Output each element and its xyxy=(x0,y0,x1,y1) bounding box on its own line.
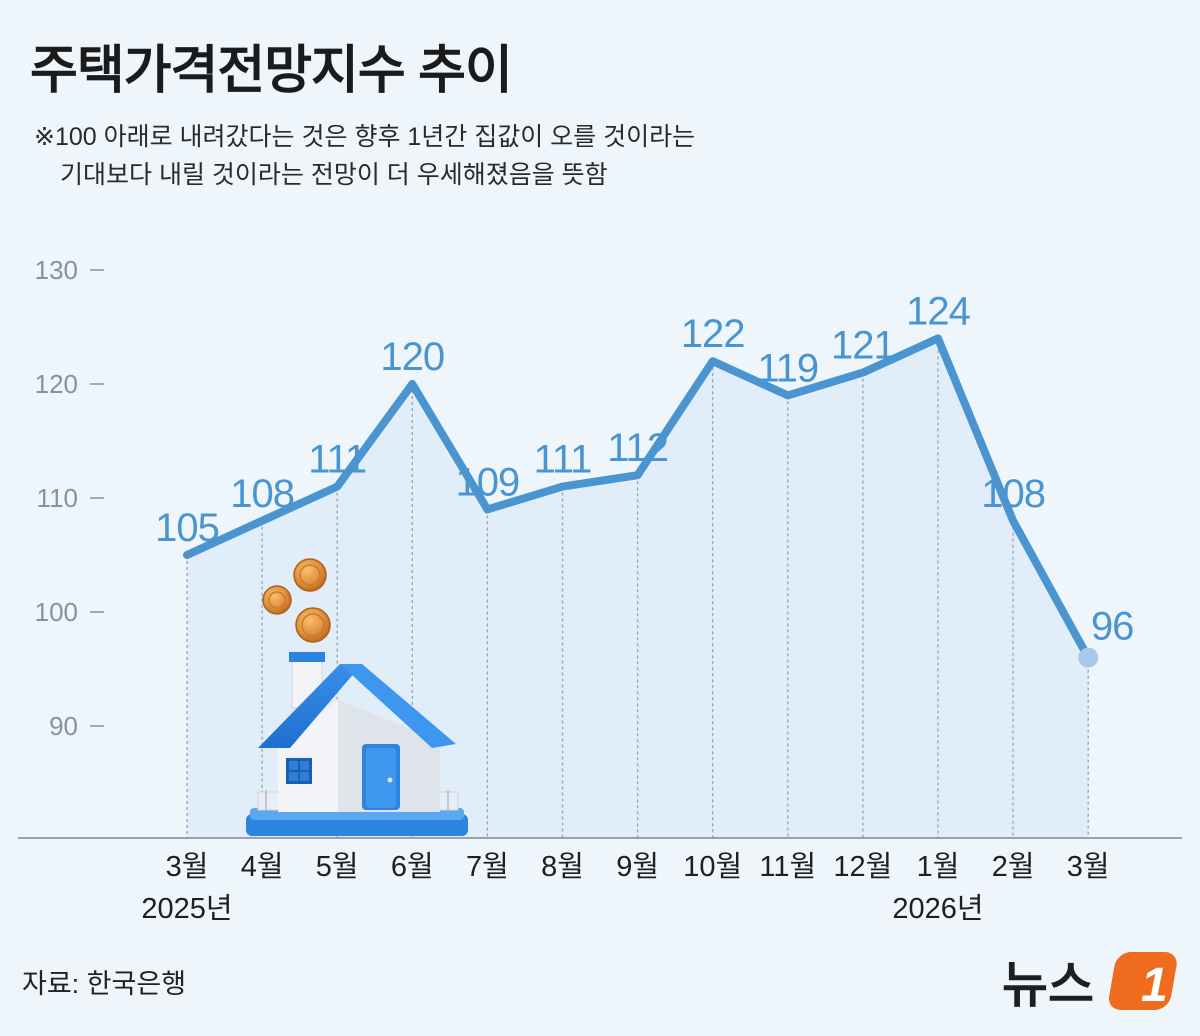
source-note: 자료: 한국은행 xyxy=(22,969,187,999)
y-tick-label: 110 xyxy=(37,483,78,513)
data-label: 112 xyxy=(607,426,668,470)
year-label: 2026년 xyxy=(892,893,983,925)
data-point xyxy=(184,552,190,558)
data-point xyxy=(859,369,866,376)
data-label: 105 xyxy=(155,506,219,550)
coin-icon xyxy=(262,585,292,615)
axes: 90 100 110 120 130 3월 4월 5월 6월 7월 8월 9월 10월 11월 12월 1월 2… xyxy=(18,255,1182,925)
data-point xyxy=(709,358,716,365)
y-tick-label: 120 xyxy=(35,369,78,399)
x-tick-label: 3월 xyxy=(1067,850,1110,883)
chart-note: ※100 아래로 내려갔다는 것은 향후 1년간 집값이 오를 것이라는 기대보… xyxy=(34,118,695,194)
data-point xyxy=(784,392,791,399)
data-label: 111 xyxy=(308,438,366,482)
data-label: 108 xyxy=(981,472,1045,516)
logo-text: 뉴스 xyxy=(1002,957,1094,1013)
data-point xyxy=(1010,517,1017,524)
coin-icon xyxy=(295,607,331,643)
x-tick-label: 9월 xyxy=(616,850,659,883)
x-tick-label: 5월 xyxy=(316,850,359,883)
x-tick-label: 6월 xyxy=(391,850,434,883)
x-tick-label: 3월 xyxy=(166,850,209,883)
page-title: 주택가격전망지수 추이 xyxy=(30,42,513,100)
data-point xyxy=(559,483,566,490)
series-line xyxy=(183,334,1099,668)
y-tick-label: 100 xyxy=(35,597,78,627)
data-label: 111 xyxy=(534,438,592,482)
x-tick-label: 1월 xyxy=(917,850,960,883)
data-label: 120 xyxy=(380,335,444,379)
data-point xyxy=(935,335,941,342)
x-tick-label: 10월 xyxy=(683,850,742,883)
x-tick-label: 2월 xyxy=(992,850,1035,883)
data-label: 109 xyxy=(456,460,520,504)
data-label: 108 xyxy=(230,472,294,516)
data-label: 119 xyxy=(757,346,818,390)
data-point xyxy=(1078,647,1099,668)
data-point xyxy=(334,483,341,490)
drop-lines xyxy=(186,338,1089,838)
year-label: 2025년 xyxy=(141,893,232,925)
data-point xyxy=(634,472,641,479)
data-point xyxy=(259,517,266,524)
coin-icon xyxy=(293,558,327,592)
news1-logo: 뉴스 1 xyxy=(1002,952,1177,1013)
chart-note-line-1: ※100 아래로 내려갔다는 것은 향후 1년간 집값이 오를 것이라는 xyxy=(34,123,696,151)
data-point xyxy=(484,506,491,513)
data-point xyxy=(409,381,416,387)
data-label: 96 xyxy=(1091,605,1134,649)
logo-mark: 1 xyxy=(1141,959,1168,1012)
y-tick-label: 130 xyxy=(35,255,78,285)
x-tick-label: 8월 xyxy=(541,850,584,883)
x-tick-label: 4월 xyxy=(241,850,284,883)
data-label: 124 xyxy=(906,289,970,333)
y-tick-label: 90 xyxy=(49,711,78,741)
x-tick-label: 11월 xyxy=(759,850,816,883)
x-tick-label: 7월 xyxy=(466,850,509,883)
data-label: 122 xyxy=(681,312,745,356)
house-with-coins-icon xyxy=(246,558,468,836)
x-tick-label: 12월 xyxy=(833,850,892,883)
data-label: 121 xyxy=(831,324,895,368)
chart-note-line-2: 기대보다 내릴 것이라는 전망이 더 우세해졌음을 뜻함 xyxy=(60,161,608,189)
